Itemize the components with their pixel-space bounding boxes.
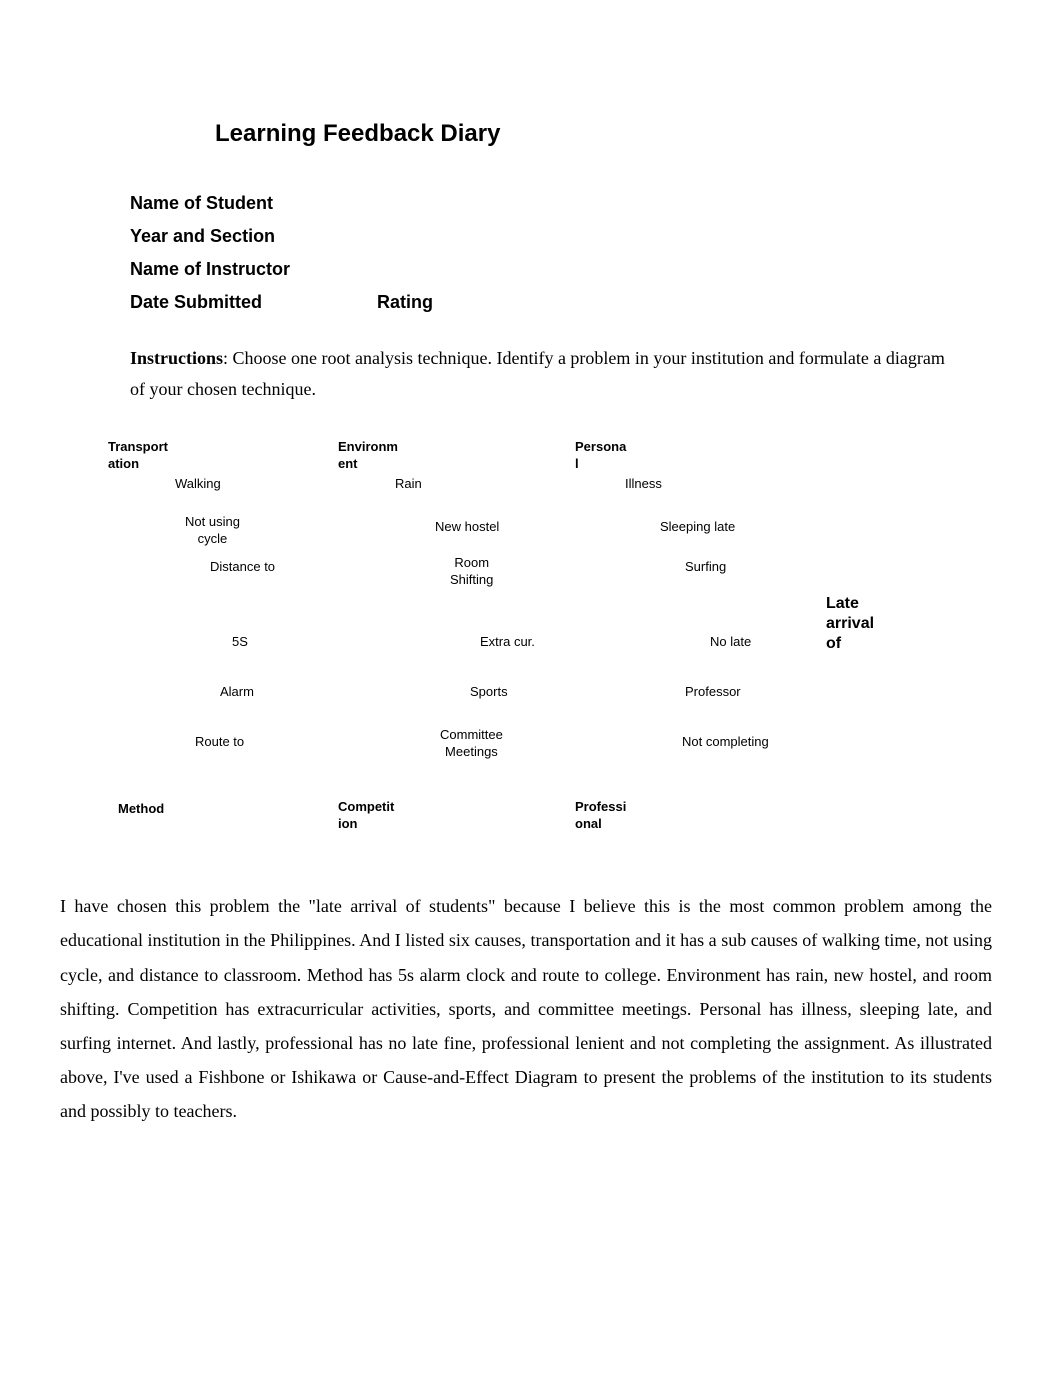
category-top-1-item-2: RoomShifting	[450, 555, 493, 589]
category-bottom-2-item-1: Professor	[685, 684, 741, 701]
category-bottom-2-item-0: No late	[710, 634, 751, 651]
explanation-paragraph: I have chosen this problem the "late arr…	[60, 889, 992, 1128]
category-bottom-1: Competition	[338, 799, 394, 833]
category-top-1-item-1: New hostel	[435, 519, 499, 536]
instructions-label: Instructions	[130, 348, 223, 368]
category-top-1-item-0: Rain	[395, 476, 422, 493]
category-top-2: Personal	[575, 439, 626, 473]
field-year-section: Year and Section	[130, 226, 1002, 247]
category-bottom-1-item-0: Extra cur.	[480, 634, 535, 651]
field-date-rating: Date Submitted Rating	[130, 292, 1002, 313]
category-bottom-0: Method	[118, 801, 164, 818]
field-rating-label: Rating	[377, 292, 433, 313]
effect-label: Latearrivalof	[826, 594, 874, 654]
category-bottom-2: Professional	[575, 799, 626, 833]
field-student: Name of Student	[130, 193, 1002, 214]
category-top-1: Environment	[338, 439, 398, 473]
category-bottom-0-item-0: 5S	[232, 634, 248, 651]
instructions-text: : Choose one root analysis technique. Id…	[130, 348, 945, 399]
field-instructor-label: Name of Instructor	[130, 259, 290, 280]
category-bottom-2-item-2: Not completing	[682, 734, 769, 751]
field-date-label: Date Submitted	[130, 292, 262, 313]
category-top-2-item-1: Sleeping late	[660, 519, 735, 536]
category-top-2-item-0: Illness	[625, 476, 662, 493]
category-top-0-item-1: Not usingcycle	[185, 514, 240, 548]
category-top-2-item-2: Surfing	[685, 559, 726, 576]
fishbone-diagram: Transportation Walking Not usingcycle Dista…	[80, 439, 950, 859]
field-year-section-label: Year and Section	[130, 226, 275, 247]
instructions: Instructions: Choose one root analysis t…	[130, 343, 962, 404]
category-top-0: Transportation	[108, 439, 168, 473]
field-instructor: Name of Instructor	[130, 259, 1002, 280]
category-top-0-item-2: Distance to	[210, 559, 275, 576]
form-fields: Name of Student Year and Section Name of…	[130, 193, 1002, 313]
page-title: Learning Feedback Diary	[215, 120, 1002, 148]
category-bottom-0-item-1: Alarm	[220, 684, 254, 701]
category-bottom-1-item-2: CommitteeMeetings	[440, 727, 503, 761]
category-bottom-0-item-2: Route to	[195, 734, 244, 751]
category-top-0-item-0: Walking	[175, 476, 221, 493]
field-student-label: Name of Student	[130, 193, 273, 214]
category-bottom-1-item-1: Sports	[470, 684, 508, 701]
